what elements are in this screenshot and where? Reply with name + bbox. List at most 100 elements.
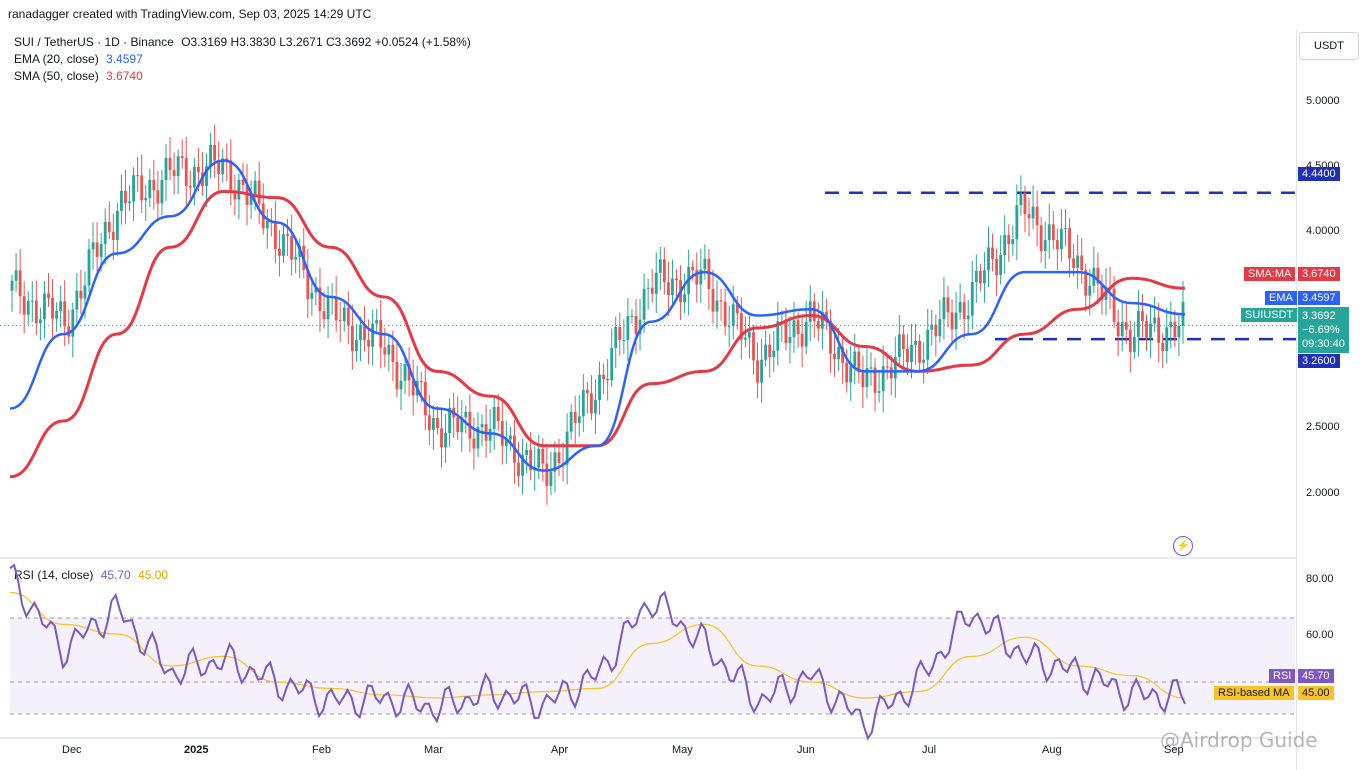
sma-name-tag: SMA:MA	[1244, 267, 1296, 281]
candle-body	[675, 278, 678, 281]
candle-body	[918, 340, 922, 363]
sma-label: SMA (50, close)	[14, 69, 99, 83]
candle-body	[861, 372, 865, 388]
candle-body	[966, 315, 970, 319]
candle-body	[739, 313, 743, 340]
candle-body	[1132, 336, 1136, 352]
candle-body	[500, 421, 504, 446]
candle-body	[205, 166, 208, 187]
candle-body	[719, 300, 723, 302]
candle-body	[310, 292, 314, 299]
candle-body	[371, 323, 375, 347]
candle-body	[1173, 321, 1177, 338]
support-tag: 3.2600	[1298, 354, 1340, 368]
candle-body	[156, 190, 160, 204]
candle-body	[359, 324, 362, 341]
candle-body	[731, 304, 735, 327]
candle-body	[14, 270, 18, 281]
candle-body	[816, 320, 820, 329]
candle-body	[614, 326, 618, 348]
candle-body	[995, 258, 999, 276]
candle-body	[521, 455, 524, 476]
candle-body	[1003, 235, 1007, 256]
candle-body	[901, 334, 905, 349]
candle-body	[1161, 342, 1165, 352]
price-tick: 2.5000	[1306, 421, 1340, 433]
candle-body	[857, 351, 861, 373]
candle-body	[448, 407, 452, 434]
time-tick: Jul	[922, 744, 937, 756]
candle-body	[889, 367, 893, 379]
candle-body	[225, 158, 229, 161]
candle-body	[735, 304, 739, 314]
candle-body	[496, 406, 500, 422]
candle-body	[991, 247, 994, 259]
change-pct: −6.69%	[1302, 324, 1340, 336]
candle-body	[290, 236, 294, 260]
candle-body	[699, 269, 703, 285]
candle-body	[1043, 240, 1047, 252]
candle-body	[970, 282, 974, 316]
candle-body	[727, 326, 731, 328]
candle-body	[1169, 321, 1173, 328]
candle-body	[188, 186, 192, 188]
candle-body	[99, 243, 103, 257]
candle-body	[662, 259, 666, 283]
candle-body	[456, 417, 460, 433]
candle-body	[217, 160, 221, 175]
candle-body	[233, 192, 237, 200]
candle-body	[683, 294, 687, 303]
candle-body	[346, 307, 350, 326]
candle-body	[30, 300, 34, 302]
candle-body	[444, 433, 447, 448]
candle-body	[1124, 322, 1128, 330]
candle-body	[83, 285, 87, 299]
candle-body	[606, 378, 610, 381]
candle-body	[34, 300, 38, 324]
candle-body	[715, 300, 719, 312]
candle-body	[999, 255, 1003, 276]
candle-body	[630, 315, 634, 317]
candle-body	[43, 293, 46, 320]
price-axis[interactable]	[1296, 30, 1361, 770]
candle-body	[768, 344, 772, 358]
candle-body	[691, 266, 695, 270]
sma-value: 3.6740	[106, 69, 143, 83]
candle-body	[47, 293, 50, 298]
rsi-band	[10, 618, 1295, 714]
candle-body	[67, 326, 71, 337]
ema-line	[9, 159, 1186, 472]
candle-body	[873, 367, 877, 393]
candle-body	[598, 374, 601, 401]
candle-body	[800, 334, 804, 347]
candle-body	[752, 332, 755, 361]
candle-body	[148, 179, 152, 199]
candle-body	[577, 416, 581, 423]
last-price-tag: 3.3692 −6.69% 09:30:40	[1298, 307, 1349, 353]
candle-body	[666, 282, 670, 296]
candle-body	[938, 319, 942, 337]
rsi-legend: RSI (14, close) 45.70 45.00	[14, 568, 168, 582]
candle-body	[136, 175, 140, 177]
candle-body	[525, 449, 529, 456]
candle-body	[825, 311, 828, 321]
candle-body	[950, 312, 954, 330]
candle-body	[350, 325, 354, 352]
candle-body	[877, 391, 881, 393]
candle-body	[585, 390, 589, 394]
candle-body	[1116, 321, 1120, 337]
currency-button[interactable]: USDT	[1299, 32, 1359, 60]
price-chart[interactable]	[0, 0, 1296, 770]
flash-icon[interactable]: ⚡	[1173, 536, 1193, 556]
candle-body	[796, 320, 800, 335]
candle-body	[55, 310, 59, 319]
candle-body	[849, 366, 853, 383]
candle-body	[1072, 258, 1075, 268]
candle-body	[294, 257, 298, 260]
candle-body	[411, 380, 415, 396]
candle-body	[695, 269, 699, 285]
candle-body	[837, 347, 840, 360]
candle-body	[431, 417, 435, 430]
symbol-title: SUI / TetherUS · 1D · Binance	[14, 35, 174, 49]
candle-body	[756, 360, 759, 383]
